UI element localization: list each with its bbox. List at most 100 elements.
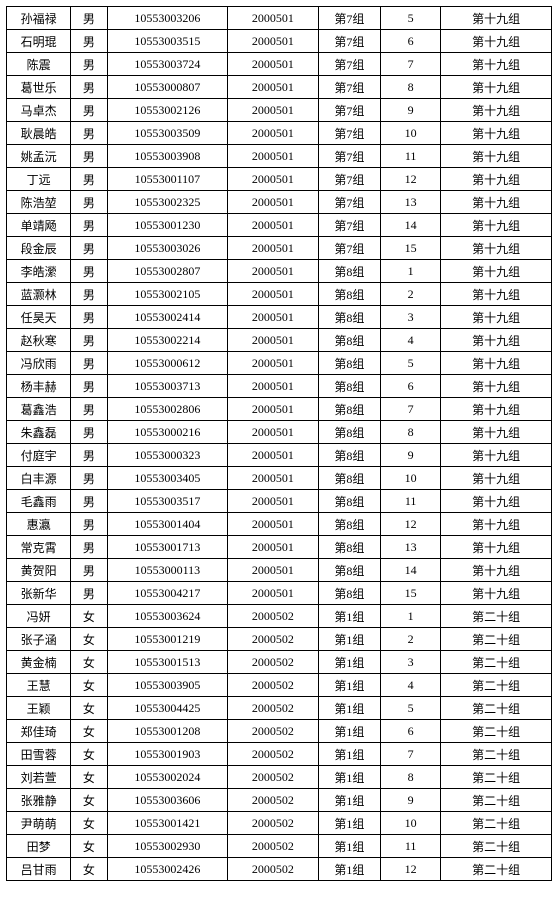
table-row: 陈震男105530037242000501第7组7第十九组 [7,53,552,76]
cell-group: 第1组 [318,674,380,697]
cell-code: 2000502 [228,789,318,812]
cell-id: 10553002414 [107,306,228,329]
cell-group: 第7组 [318,191,380,214]
cell-code: 2000501 [228,214,318,237]
cell-name: 陈震 [7,53,71,76]
cell-num: 10 [381,122,441,145]
cell-code: 2000501 [228,99,318,122]
cell-gender: 女 [71,651,107,674]
cell-code: 2000501 [228,329,318,352]
cell-num: 8 [381,421,441,444]
cell-num: 4 [381,329,441,352]
cell-gender: 男 [71,375,107,398]
cell-code: 2000501 [228,536,318,559]
cell-id: 10553001713 [107,536,228,559]
cell-class: 第二十组 [441,812,552,835]
cell-num: 9 [381,444,441,467]
table-row: 段金辰男105530030262000501第7组15第十九组 [7,237,552,260]
table-row: 冯欣雨男105530006122000501第8组5第十九组 [7,352,552,375]
cell-id: 10553002807 [107,260,228,283]
table-row: 蓝灏林男105530021052000501第8组2第十九组 [7,283,552,306]
cell-id: 10553002214 [107,329,228,352]
table-row: 杨丰赫男105530037132000501第8组6第十九组 [7,375,552,398]
cell-group: 第8组 [318,513,380,536]
cell-name: 王慧 [7,674,71,697]
cell-name: 黄金楠 [7,651,71,674]
cell-group: 第1组 [318,605,380,628]
table-row: 李皓瀠男105530028072000501第8组1第十九组 [7,260,552,283]
cell-id: 10553003724 [107,53,228,76]
cell-group: 第1组 [318,766,380,789]
cell-code: 2000502 [228,766,318,789]
cell-gender: 女 [71,628,107,651]
cell-class: 第十九组 [441,260,552,283]
cell-group: 第8组 [318,398,380,421]
cell-group: 第8组 [318,375,380,398]
cell-gender: 男 [71,168,107,191]
cell-name: 石明琨 [7,30,71,53]
cell-name: 段金辰 [7,237,71,260]
cell-group: 第1组 [318,651,380,674]
cell-name: 付庭宇 [7,444,71,467]
cell-group: 第8组 [318,283,380,306]
cell-code: 2000502 [228,812,318,835]
cell-name: 李皓瀠 [7,260,71,283]
cell-id: 10553002930 [107,835,228,858]
cell-gender: 男 [71,237,107,260]
cell-name: 吕甘雨 [7,858,71,881]
cell-id: 10553001107 [107,168,228,191]
cell-num: 12 [381,168,441,191]
cell-code: 2000502 [228,605,318,628]
cell-class: 第十九组 [441,145,552,168]
cell-gender: 女 [71,789,107,812]
data-table: 孙福禄男105530032062000501第7组5第十九组石明琨男105530… [6,6,552,881]
cell-class: 第十九组 [441,168,552,191]
cell-group: 第8组 [318,329,380,352]
cell-code: 2000501 [228,260,318,283]
cell-code: 2000502 [228,674,318,697]
cell-group: 第1组 [318,697,380,720]
cell-name: 蓝灏林 [7,283,71,306]
cell-num: 15 [381,582,441,605]
cell-name: 杨丰赫 [7,375,71,398]
table-row: 赵秋寒男105530022142000501第8组4第十九组 [7,329,552,352]
cell-num: 6 [381,720,441,743]
cell-num: 3 [381,651,441,674]
cell-gender: 男 [71,421,107,444]
cell-class: 第十九组 [441,444,552,467]
cell-gender: 男 [71,7,107,30]
cell-group: 第7组 [318,168,380,191]
cell-num: 8 [381,76,441,99]
cell-gender: 男 [71,582,107,605]
cell-gender: 男 [71,352,107,375]
cell-gender: 男 [71,283,107,306]
cell-group: 第1组 [318,835,380,858]
cell-num: 14 [381,559,441,582]
cell-id: 10553004425 [107,697,228,720]
table-row: 单靖飏男105530012302000501第7组14第十九组 [7,214,552,237]
cell-num: 4 [381,674,441,697]
cell-id: 10553003713 [107,375,228,398]
cell-group: 第8组 [318,582,380,605]
cell-num: 7 [381,398,441,421]
cell-name: 毛鑫雨 [7,490,71,513]
cell-name: 田雪蓉 [7,743,71,766]
cell-group: 第7组 [318,214,380,237]
cell-code: 2000502 [228,743,318,766]
cell-num: 11 [381,145,441,168]
cell-gender: 女 [71,835,107,858]
cell-group: 第7组 [318,237,380,260]
cell-id: 10553001404 [107,513,228,536]
cell-id: 10553000612 [107,352,228,375]
cell-gender: 男 [71,329,107,352]
table-row: 王颖女105530044252000502第1组5第二十组 [7,697,552,720]
table-row: 葛鑫浩男105530028062000501第8组7第十九组 [7,398,552,421]
cell-class: 第十九组 [441,283,552,306]
cell-name: 姚孟沅 [7,145,71,168]
cell-code: 2000501 [228,7,318,30]
cell-class: 第二十组 [441,858,552,881]
cell-name: 白丰源 [7,467,71,490]
table-row: 丁远男105530011072000501第7组12第十九组 [7,168,552,191]
table-row: 张雅静女105530036062000502第1组9第二十组 [7,789,552,812]
cell-id: 10553001513 [107,651,228,674]
